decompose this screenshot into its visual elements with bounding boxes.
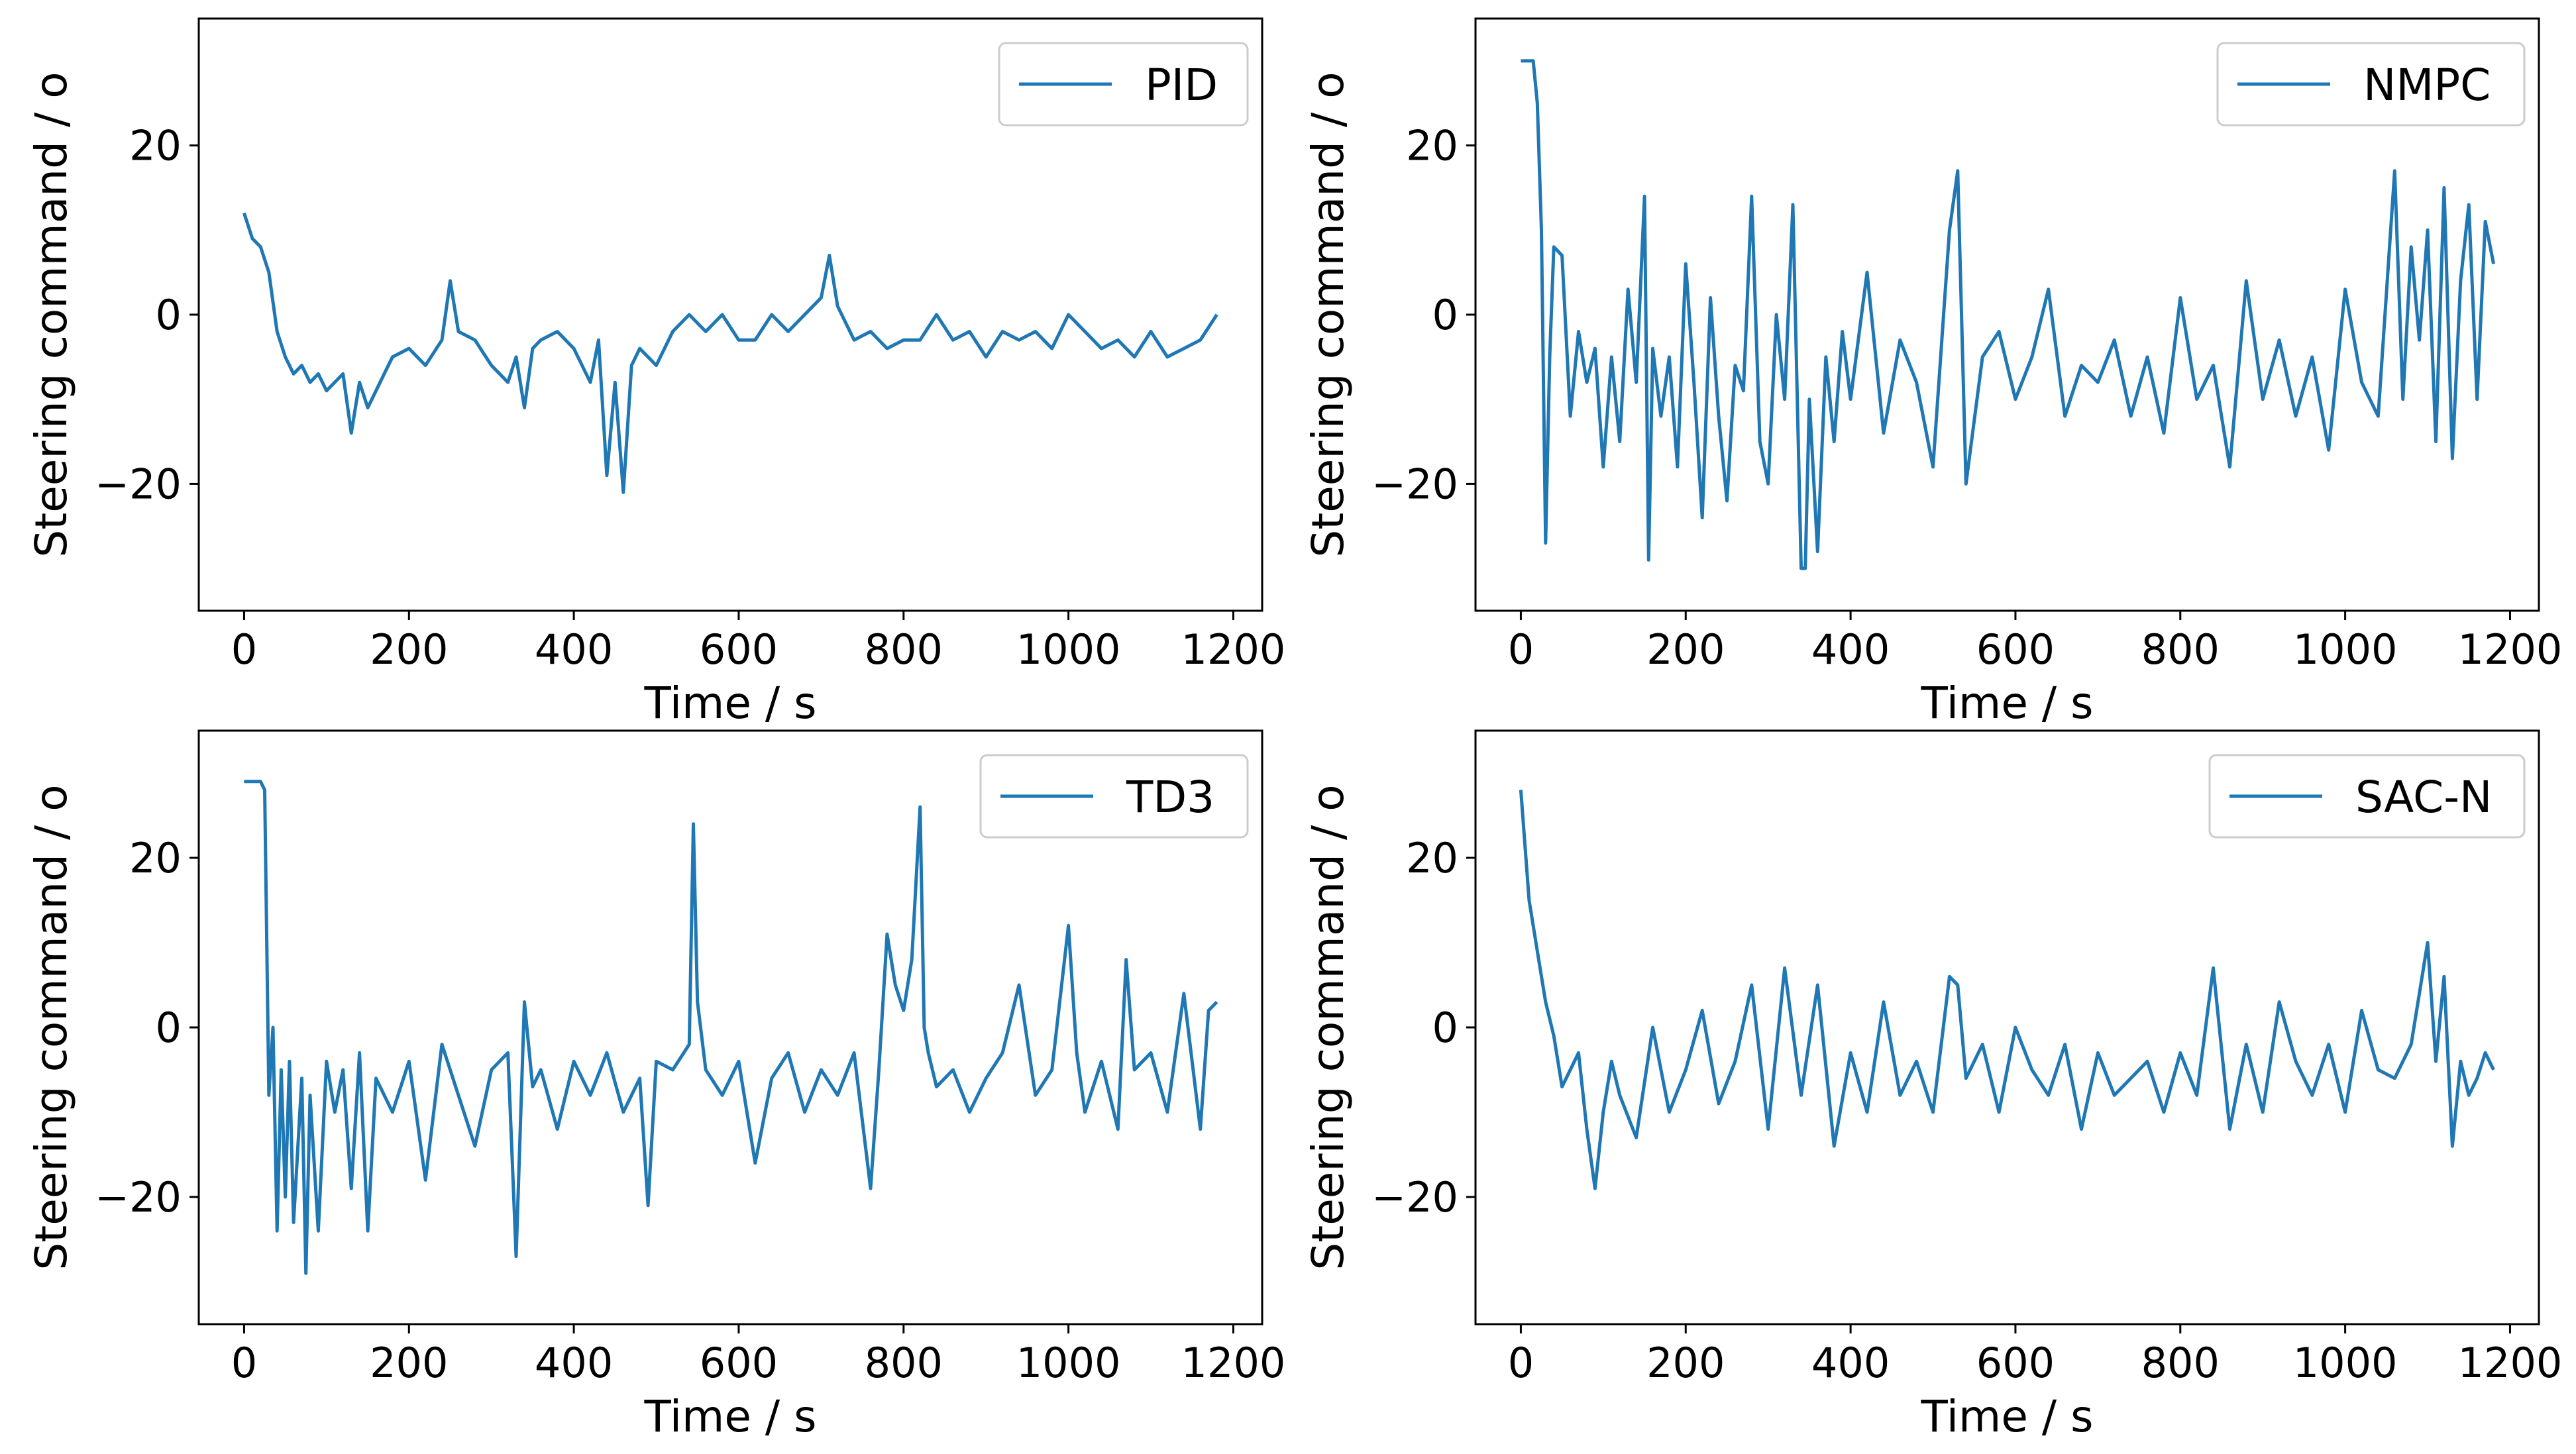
legend-box [998,42,1249,127]
legend-label: NMPC [2363,60,2491,111]
x-tick-label: 600 [1976,1339,2055,1387]
y-axis-label: Steering command / o [26,72,77,557]
x-tick-label: 1000 [1016,1339,1121,1387]
x-axis-label: Time / s [1920,678,2093,729]
x-axis-label: Time / s [643,678,816,729]
x-tick-label: 0 [231,1339,257,1387]
y-tick-label: 0 [156,1004,182,1052]
legend-label: PID [1145,60,1218,111]
series-line [244,780,1218,1275]
x-tick-label: 200 [1646,1339,1725,1387]
x-axis-label: Time / s [1920,1391,2093,1442]
x-tick-label: 200 [370,625,448,674]
legend-box [2208,754,2526,839]
legend-label: SAC-N [2355,772,2492,823]
y-axis-label: Steering command / o [1303,72,1354,557]
x-tick-label: 200 [370,1339,448,1387]
x-axis-label: Time / s [643,1391,816,1442]
y-tick-label: 0 [156,291,182,339]
x-tick-label: 400 [1811,1339,1890,1387]
y-tick-label: −20 [95,460,182,508]
x-tick-label: 0 [231,625,257,674]
series-line [242,212,1218,494]
series-line [1521,59,2496,570]
y-tick-label: 0 [1432,291,1458,339]
y-tick-label: 20 [129,834,182,882]
y-tick-label: 20 [129,122,182,170]
x-tick-label: 600 [1976,625,2055,674]
x-tick-label: 800 [865,1339,943,1387]
x-tick-label: 0 [1508,1339,1534,1387]
x-tick-label: 400 [1811,625,1890,674]
x-tick-label: 400 [535,1339,613,1387]
x-tick-label: 1000 [1016,625,1121,674]
y-axis-label: Steering command / o [1303,784,1354,1270]
series-line [1519,790,2495,1190]
x-tick-label: 1200 [1181,1339,1286,1387]
y-tick-label: −20 [95,1173,182,1221]
y-tick-label: 20 [1406,834,1458,882]
legend-box [2216,42,2526,127]
y-tick-label: −20 [1371,1173,1458,1221]
x-tick-label: 1200 [2458,1339,2563,1387]
x-tick-label: 1000 [2293,625,2398,674]
x-tick-label: 200 [1646,625,1725,674]
x-tick-label: 1200 [1181,625,1286,674]
y-tick-label: −20 [1371,460,1458,508]
x-tick-label: 1000 [2293,1339,2398,1387]
x-tick-label: 800 [865,625,943,674]
x-tick-label: 800 [2141,625,2220,674]
y-axis-label: Steering command / o [26,784,77,1270]
x-tick-label: 600 [700,625,778,674]
y-tick-label: 0 [1432,1004,1458,1052]
x-tick-label: 0 [1508,625,1534,674]
x-tick-label: 400 [535,625,613,674]
x-tick-label: 1200 [2458,625,2563,674]
legend-label: TD3 [1126,772,1214,823]
x-tick-label: 600 [700,1339,778,1387]
y-tick-label: 20 [1406,122,1458,170]
legend-box [979,754,1249,839]
x-tick-label: 800 [2141,1339,2220,1387]
